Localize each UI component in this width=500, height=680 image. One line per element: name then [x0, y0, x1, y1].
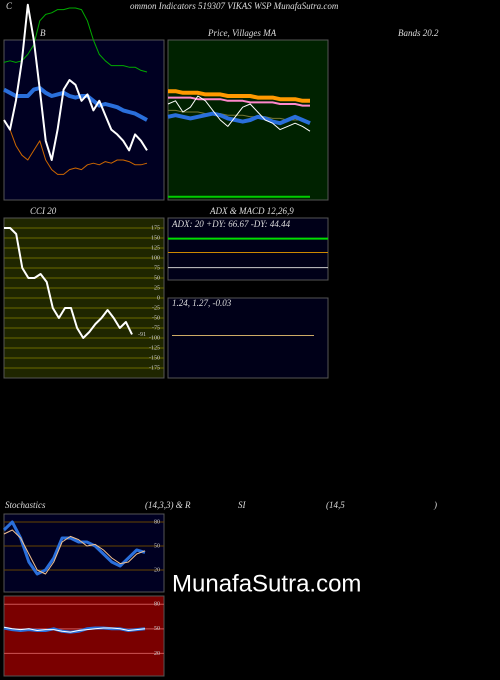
- y-tick-label: -75: [152, 325, 160, 331]
- panel-label: B: [40, 28, 46, 38]
- y-tick-label: 25: [154, 285, 160, 291]
- bands-label: Bands 20.2: [398, 28, 439, 38]
- y-tick-label: 175: [151, 225, 160, 231]
- header-center: ommon Indicators 519307 VIKAS WSP Munafa…: [130, 1, 339, 11]
- indicator-line: [3, 529, 146, 575]
- y-tick-label: -175: [149, 365, 160, 371]
- y-tick-label: 50: [154, 626, 160, 632]
- y-tick-label: 0: [157, 295, 160, 301]
- watermark: MunafaSutra.com: [172, 570, 361, 597]
- panel-values: 1.24, 1.27, -0.03: [172, 298, 232, 308]
- panel: [167, 217, 329, 281]
- y-tick-label: 125: [151, 245, 160, 251]
- y-tick-label: 80: [154, 519, 160, 525]
- panel: [167, 297, 329, 379]
- indicator-line: [3, 7, 148, 73]
- stoch-label: (14,5: [326, 500, 345, 510]
- panel: [3, 39, 165, 201]
- y-tick-label: 75: [154, 265, 160, 271]
- panel-values: ADX: 20 +DY: 66.67 -DY: 44.44: [171, 219, 291, 229]
- y-tick-label: 20: [154, 567, 160, 573]
- value-label: -91: [138, 332, 146, 338]
- y-tick-label: 100: [151, 255, 160, 261]
- indicator-line: [3, 86, 148, 122]
- y-tick-label: -150: [149, 355, 160, 361]
- stoch-label: SI: [238, 500, 247, 510]
- indicator-line: [3, 3, 148, 161]
- stoch-label: Stochastics: [5, 500, 46, 510]
- panel-label: ADX & MACD 12,26,9: [209, 206, 294, 216]
- indicator-line: [2, 520, 146, 576]
- header-left: C: [6, 1, 13, 11]
- y-tick-label: 80: [154, 602, 160, 608]
- y-tick-label: 50: [154, 275, 160, 281]
- indicator-line: [167, 95, 311, 132]
- indicator-line: [4, 227, 133, 339]
- indicator-line: [167, 111, 311, 126]
- y-tick-label: -50: [152, 315, 160, 321]
- panel-label: CCI 20: [30, 206, 57, 216]
- panel: [3, 595, 165, 677]
- y-tick-label: 150: [151, 235, 160, 241]
- panel-label: Price, Villages MA: [207, 28, 277, 38]
- y-tick-label: -25: [152, 305, 160, 311]
- y-tick-label: 50: [154, 543, 160, 549]
- stoch-label: ): [433, 500, 437, 510]
- y-tick-label: -100: [149, 335, 160, 341]
- indicator-line: [3, 626, 146, 633]
- indicator-line: [168, 89, 310, 103]
- indicator-line: [3, 119, 148, 175]
- panel: [3, 513, 165, 593]
- y-tick-label: -125: [149, 345, 160, 351]
- stoch-label: (14,3,3) & R: [145, 500, 191, 510]
- y-tick-label: 20: [154, 651, 160, 657]
- indicator-line: [168, 96, 310, 107]
